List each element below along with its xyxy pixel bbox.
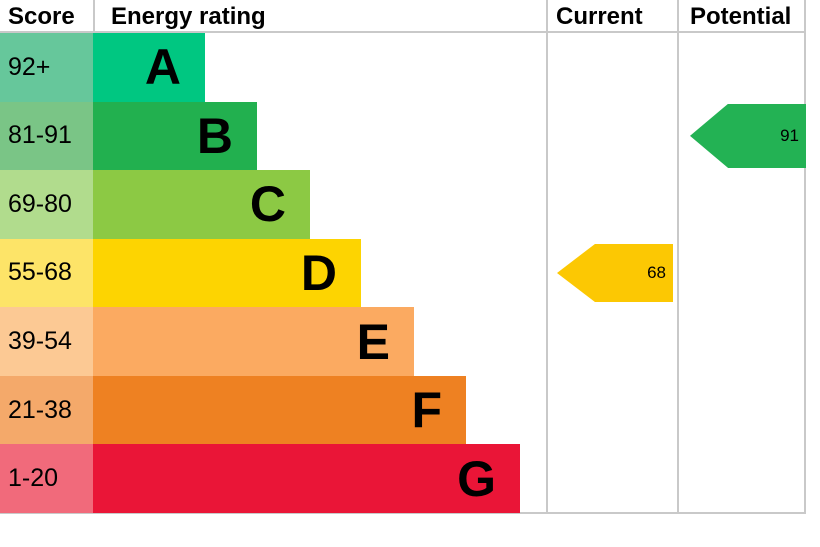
score-range-g: 1-20 [0,444,93,513]
score-range-b: 81-91 [0,101,93,171]
band-g: G [93,444,520,513]
score-range-e: 39-54 [0,307,93,376]
column-header-score: Score [8,2,75,30]
score-range-a: 92+ [0,33,93,102]
column-header-current: Current [556,2,643,30]
score-range-c: 69-80 [0,170,93,239]
divider-right-edge [804,0,806,514]
band-e: E [93,307,414,376]
current-rating-value: 68 [647,262,666,282]
divider-energy-current [546,0,548,514]
band-a: A [93,33,205,102]
band-b: B [93,101,257,171]
band-c: C [93,170,310,239]
header-underline [0,31,806,33]
chart-bottom-line [0,512,806,514]
current-rating-arrow: 68 [557,243,673,303]
score-range-f: 21-38 [0,375,93,445]
potential-rating-value: 91 [780,125,799,145]
divider-score-energy [93,0,95,33]
score-range-d: 55-68 [0,238,93,308]
divider-current-potential [677,0,679,514]
band-d: D [93,238,361,308]
column-header-energy-rating: Energy rating [111,2,266,30]
column-header-potential: Potential [690,2,792,30]
potential-rating-arrow: 91 [690,103,806,169]
band-f: F [93,375,466,445]
